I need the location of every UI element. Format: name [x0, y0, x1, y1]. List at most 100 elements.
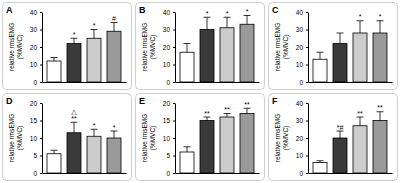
x-axis [309, 82, 393, 83]
x-axis [176, 82, 260, 83]
y-tick-label: 0 [166, 79, 170, 86]
y-tick-label: 40 [296, 9, 304, 16]
error-cap [224, 17, 231, 18]
panel-frame [269, 94, 398, 181]
y-axis-title-line: (%MVC) [282, 35, 290, 60]
y-tick-mark [40, 30, 42, 31]
error-cap [51, 57, 58, 58]
y-tick: 0 [33, 79, 42, 86]
error-stem [114, 131, 115, 138]
y-tick-label: 5 [166, 152, 170, 159]
y-tick: 40 [296, 9, 308, 16]
y-tick: 10 [296, 152, 308, 159]
y-tick-label: 40 [30, 9, 38, 16]
bar [47, 154, 61, 173]
y-tick-label: 10 [296, 152, 304, 159]
bar [333, 138, 347, 173]
y-axis-title-line: relative rmsEMG [141, 23, 148, 71]
bar [313, 163, 327, 174]
bar [107, 138, 121, 173]
y-tick: 10 [30, 61, 42, 68]
bar [200, 30, 214, 83]
y-tick-mark [306, 82, 308, 83]
y-tick-mark [306, 30, 308, 31]
y-tick-mark [306, 121, 308, 122]
error-stem [360, 117, 361, 126]
bar [313, 59, 327, 82]
x-axis [43, 82, 127, 83]
error-stem [74, 122, 75, 133]
y-tick: 30 [163, 26, 175, 33]
y-tick: 0 [166, 79, 175, 86]
error-bar [111, 23, 118, 32]
bar [180, 52, 194, 82]
y-tick-mark [306, 173, 308, 174]
y-tick: 20 [30, 44, 42, 51]
y-tick-label: 20 [30, 100, 38, 107]
y-tick-mark [173, 121, 175, 122]
y-axis-title-line: relative rmsEMG [8, 114, 15, 162]
error-stem [340, 33, 341, 44]
error-stem [94, 30, 95, 39]
panel: Drelative rmsEMG(%MVC)05101520△**** [3, 94, 132, 181]
x-axis [309, 173, 393, 174]
annotation: *# [337, 124, 344, 131]
y-axis-title: relative rmsEMG(%MVC) [8, 23, 24, 71]
bar [87, 136, 101, 173]
bar [353, 126, 367, 173]
y-axis-title: relative rmsEMG(%MVC) [141, 114, 157, 162]
error-bar [317, 161, 324, 163]
y-tick: 10 [163, 61, 175, 68]
error-cap [71, 38, 78, 39]
y-tick-mark [40, 156, 42, 157]
annotation: * [113, 124, 116, 131]
y-tick: 0 [33, 170, 42, 177]
error-stem [114, 23, 115, 32]
error-bar [337, 33, 344, 44]
y-tick-label: 5 [33, 152, 37, 159]
y-axis-title-line: (%MVC) [282, 126, 290, 151]
bar [240, 24, 254, 82]
error-bar [204, 17, 211, 29]
y-tick-label: 0 [33, 79, 37, 86]
error-bar [184, 147, 191, 152]
error-cap [204, 117, 211, 118]
y-tick-label: 20 [296, 44, 304, 51]
y-axis-title: relative rmsEMG(%MVC) [274, 23, 290, 71]
error-bar [111, 131, 118, 138]
y-tick-mark [306, 47, 308, 48]
y-tick-label: 20 [163, 100, 171, 107]
bar [220, 117, 234, 173]
y-tick-mark [40, 173, 42, 174]
annotation: ** [244, 101, 250, 108]
annotation: ** [224, 106, 230, 113]
figure: Arelative rmsEMG(%MVC)010203040**#Brelat… [0, 0, 400, 183]
plot-area [313, 21, 387, 82]
bar [200, 121, 214, 174]
error-stem [207, 117, 208, 121]
y-tick-label: 0 [166, 170, 170, 177]
y-tick: 20 [163, 44, 175, 51]
y-axis-line [175, 13, 176, 83]
error-stem [320, 52, 321, 59]
y-axis: 0 5 10 15 20 [30, 100, 43, 177]
error-stem [187, 44, 188, 53]
panel-frame [3, 94, 132, 181]
x-axis-line [43, 173, 127, 174]
y-tick-label: 10 [30, 135, 38, 142]
y-tick: 30 [296, 26, 308, 33]
error-cap [91, 29, 98, 30]
error-cap [91, 129, 98, 130]
y-tick-label: 10 [296, 61, 304, 68]
y-axis-line [42, 104, 43, 174]
y-tick-label: 15 [30, 117, 38, 124]
y-axis-title-line: relative rmsEMG [8, 23, 15, 71]
error-cap [357, 117, 364, 118]
error-bar [224, 17, 231, 28]
bar [353, 33, 367, 82]
annotation: * [246, 8, 249, 15]
y-tick-label: 0 [33, 170, 37, 177]
error-bar [71, 38, 78, 43]
x-axis-line [309, 173, 393, 174]
y-tick-label: 10 [30, 61, 38, 68]
